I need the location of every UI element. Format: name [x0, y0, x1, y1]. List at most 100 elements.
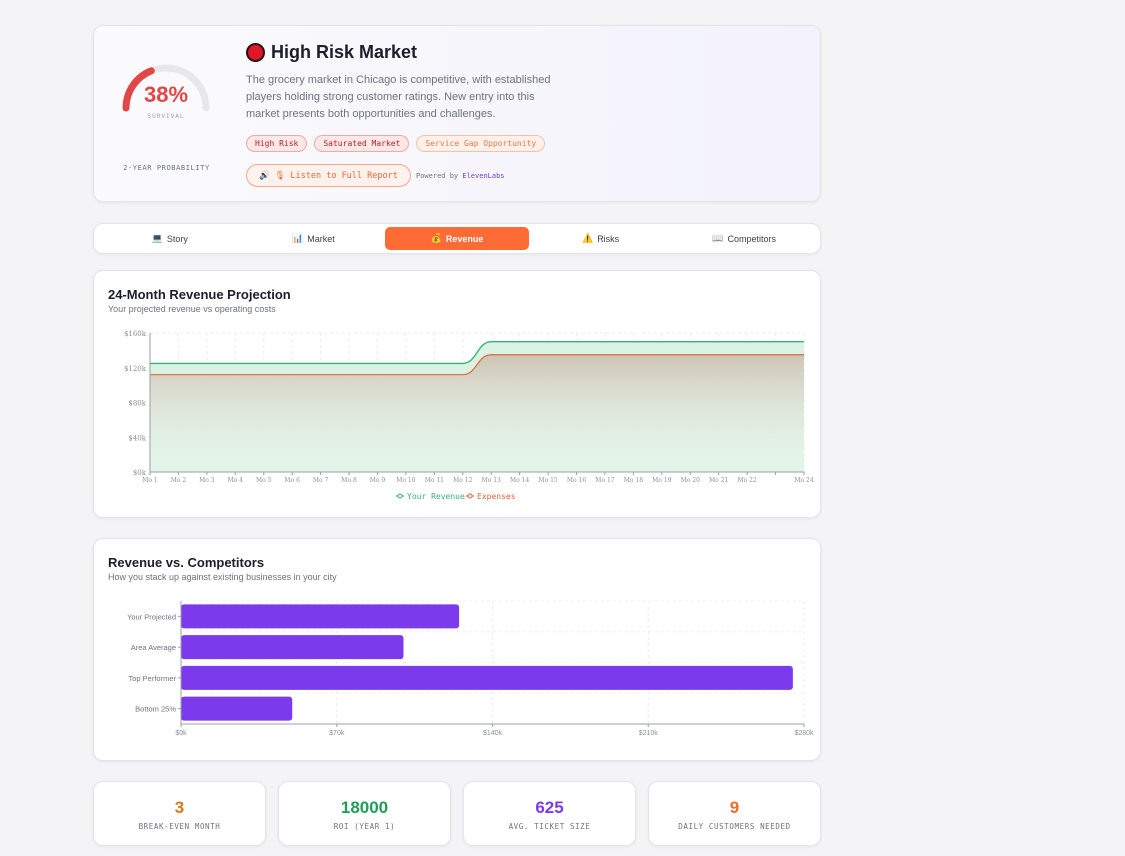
x-tick-label: $70k — [329, 730, 345, 737]
x-tick-label: Mo 2 — [171, 477, 187, 484]
daily-customers-label: DAILY CUSTOMERS NEEDED — [678, 822, 791, 831]
book-icon: 📖 — [712, 233, 724, 243]
warning-icon: ⚠️ — [581, 233, 594, 243]
market-risk-title: High Risk Market — [271, 42, 418, 62]
market-description: The grocery market in Chicago is competi… — [246, 74, 551, 120]
tab-revenue-label: Revenue — [445, 233, 484, 244]
x-tick-label: Mo 13 — [482, 477, 501, 484]
x-tick-label: Mo 16 — [567, 477, 586, 484]
category-label: Top Performer — [128, 674, 176, 683]
powered-by: Powered by ElevenLabs — [416, 172, 505, 180]
category-label: Area Average — [131, 643, 176, 652]
x-tick-label: Mo 7 — [313, 477, 329, 484]
survival-gauge — [122, 64, 210, 112]
x-tick-label: Mo 3 — [199, 477, 215, 484]
y-tick-label: $160k — [124, 330, 147, 338]
bar-chart-icon: 📊 — [292, 233, 304, 243]
x-tick-label: Mo 20 — [681, 477, 700, 484]
listen-report-button[interactable]: 🔊 🎙 Listen to Full Report — [246, 164, 411, 187]
y-tick-label: $120k — [124, 365, 147, 373]
competitor-comparison-card: Revenue vs. Competitors How you stack up… — [93, 538, 821, 761]
tab-story[interactable]: 💻 Story — [98, 227, 242, 250]
expenses-line — [150, 354, 804, 376]
tab-risks-label: Risks — [597, 233, 620, 244]
legend-marker — [397, 493, 403, 499]
expenses-area — [150, 354, 804, 472]
x-tick-label: Mo 11 — [425, 477, 444, 484]
page-title: High Risk Market — [246, 42, 417, 63]
x-tick-label: Mo 6 — [284, 477, 300, 484]
x-tick-label: Mo 1 — [142, 477, 157, 484]
bar-area-average — [181, 635, 404, 660]
monitor-icon: 💻 — [151, 233, 163, 243]
x-tick-label: Mo 4 — [228, 477, 244, 484]
competitor-chart-title: Revenue vs. Competitors — [108, 555, 265, 570]
legend-your-revenue: Your Revenue — [407, 492, 465, 501]
stat-ticket-size: 625 AVG. TICKET SIZE — [463, 781, 636, 846]
y-tick-label: $40k — [128, 434, 146, 442]
x-tick-label: Mo 21 — [709, 477, 728, 484]
break-even-label: BREAK-EVEN MONTH — [138, 822, 221, 831]
break-even-value: 3 — [174, 798, 185, 817]
y-tick-label: $80k — [128, 400, 146, 408]
survival-gauge-fill — [122, 67, 155, 112]
probability-label: 2-YEAR PROBABILITY — [123, 164, 210, 172]
red-circle-icon — [246, 43, 265, 62]
competitor-bar-chart: $0k $70k $140k $210k $280k Your Projected Area… — [127, 600, 814, 737]
x-tick-label: $210k — [639, 730, 659, 737]
x-tick-label: Mo 9 — [370, 477, 386, 484]
category-label: Bottom 25% — [135, 705, 176, 714]
x-tick-label: $140k — [483, 730, 503, 737]
ticket-size-value: 625 — [535, 798, 564, 817]
x-tick-label: Mo 15 — [538, 477, 557, 484]
y-tick-label: $0k — [133, 469, 147, 477]
stat-roi: 18000 ROI (YEAR 1) — [278, 781, 451, 846]
bar-bottom-25- — [181, 696, 293, 721]
roi-label: ROI (YEAR 1) — [333, 822, 396, 831]
survival-percent: 38% — [143, 82, 189, 107]
competitor-chart-subtitle: How you stack up against existing busine… — [108, 572, 337, 582]
category-label: Your Projected — [127, 612, 176, 621]
x-tick-label: Mo 22 — [737, 477, 756, 484]
legend-marker — [467, 493, 473, 499]
elevenlabs-link[interactable]: ElevenLabs — [462, 172, 505, 180]
legend-expenses: Expenses — [477, 492, 516, 501]
listen-button-label: Listen to Full Report — [290, 170, 398, 181]
tab-competitors[interactable]: 📖 Competitors — [672, 227, 816, 250]
x-tick-label: Mo 5 — [256, 477, 272, 484]
x-tick-label: $280k — [794, 730, 814, 737]
section-tabs: 💻 Story 📊 Market 💰 Revenue ⚠️ Risks 📖 Co… — [93, 223, 821, 254]
revenue-area-chart: $0k $40k $80k $120k $160k Mo 1 Mo 2 Mo 3 Mo 4 Mo … — [124, 330, 814, 501]
tag-service-gap: Service Gap Opportunity — [416, 135, 546, 152]
bar-top-performer — [181, 665, 793, 690]
x-tick-label: Mo 18 — [624, 477, 643, 484]
tab-market[interactable]: 📊 Market — [242, 227, 386, 250]
x-tick-label: Mo 17 — [595, 477, 614, 484]
revenue-chart-title: 24-Month Revenue Projection — [108, 287, 291, 302]
daily-customers-value: 9 — [729, 798, 740, 817]
revenue-chart-subtitle: Your projected revenue vs operating cost… — [108, 304, 276, 314]
risk-tags: High Risk Saturated Market Service Gap O… — [246, 135, 546, 152]
tag-saturated-market: Saturated Market — [314, 135, 410, 152]
tab-story-label: Story — [166, 233, 188, 244]
tab-market-label: Market — [307, 233, 335, 244]
x-tick-label: Mo 19 — [652, 477, 671, 484]
roi-value: 18000 — [340, 798, 389, 817]
x-tick-label: Mo 24 — [794, 477, 813, 484]
tab-competitors-label: Competitors — [727, 233, 777, 244]
revenue-projection-card: 24-Month Revenue Projection Your project… — [93, 270, 821, 518]
stat-daily-customers: 9 DAILY CUSTOMERS NEEDED — [648, 781, 821, 846]
stat-break-even: 3 BREAK-EVEN MONTH — [93, 781, 266, 846]
speaker-icon: 🔊 — [259, 170, 270, 181]
tab-risks[interactable]: ⚠️ Risks — [529, 227, 673, 250]
x-tick-label: Mo 8 — [341, 477, 357, 484]
x-tick-label: Mo 10 — [396, 477, 415, 484]
revenue-line — [150, 340, 804, 365]
powered-by-prefix: Powered by — [416, 172, 459, 180]
bar-your-projected — [181, 604, 460, 629]
microphone-icon: 🎙 — [274, 170, 286, 181]
risk-summary-card: 38% SURVIVAL 2-YEAR PROBABILITY High Ris… — [93, 25, 821, 202]
x-tick-label: Mo 12 — [453, 477, 472, 484]
money-bag-icon: 💰 — [430, 233, 442, 243]
tab-revenue[interactable]: 💰 Revenue — [385, 227, 529, 250]
